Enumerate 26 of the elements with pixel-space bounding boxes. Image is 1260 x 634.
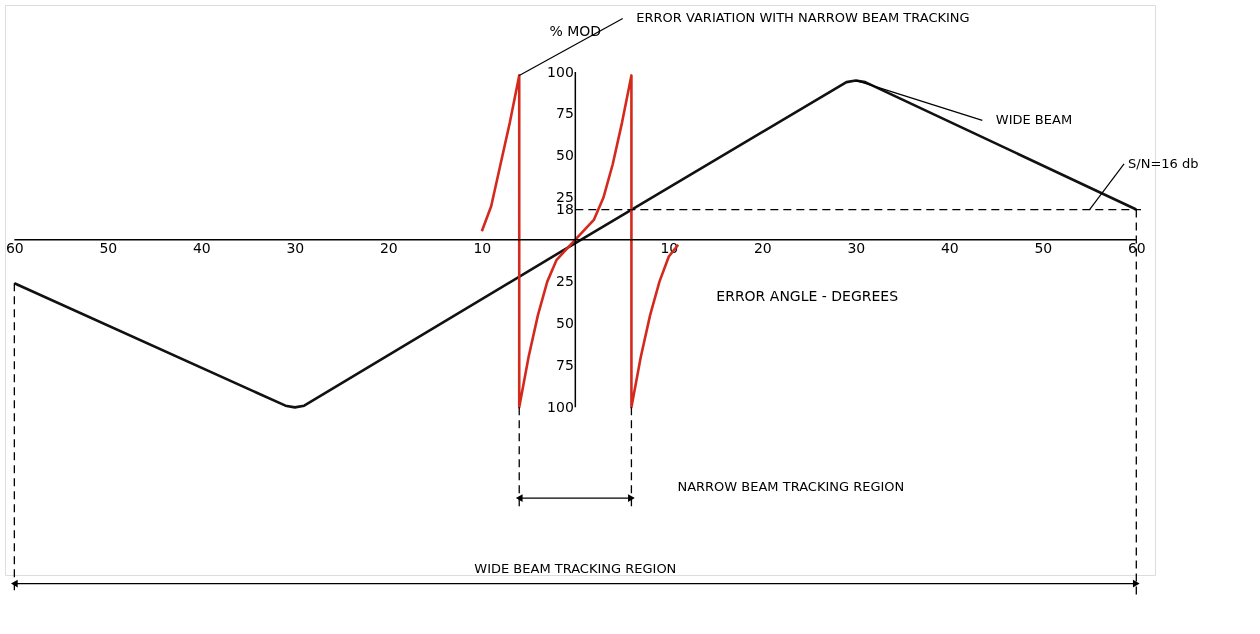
x-tick-label: 20 [753, 240, 772, 257]
y-tick-label: 100 [547, 63, 574, 80]
x-tick-label: 60 [5, 240, 24, 257]
x-tick-label: 10 [473, 240, 492, 257]
annotation: NARROW BEAM TRACKING REGION [677, 478, 905, 494]
y-tick-label: 50 [556, 315, 574, 332]
y-tick-label: 25 [556, 273, 574, 290]
y-tick-label: 100 [547, 398, 574, 415]
y-tick-label: 75 [556, 105, 574, 122]
y-tick-label: 18 [556, 201, 574, 218]
annotation: WIDE BEAM TRACKING REGION [474, 561, 677, 577]
x-tick-label: 50 [1034, 240, 1053, 257]
x-axis-title: ERROR ANGLE - DEGREES [716, 287, 899, 304]
x-tick-label: 30 [847, 240, 866, 257]
x-tick-label: 20 [379, 240, 398, 257]
x-tick-label: 50 [99, 240, 118, 257]
x-tick-label: 40 [192, 240, 211, 257]
y-tick-label: 75 [556, 356, 574, 373]
series-label: WIDE BEAM [995, 112, 1073, 128]
y-tick-label: 50 [556, 147, 574, 164]
x-tick-label: 60 [1127, 240, 1146, 257]
x-tick-label: 30 [286, 240, 305, 257]
x-tick-label: 40 [940, 240, 959, 257]
annotation: S/N=16 db [1128, 155, 1199, 171]
y-axis-title: % MOD [549, 23, 602, 40]
text: ERROR VARIATION WITH NARROW BEAM TRACKING [636, 10, 970, 26]
